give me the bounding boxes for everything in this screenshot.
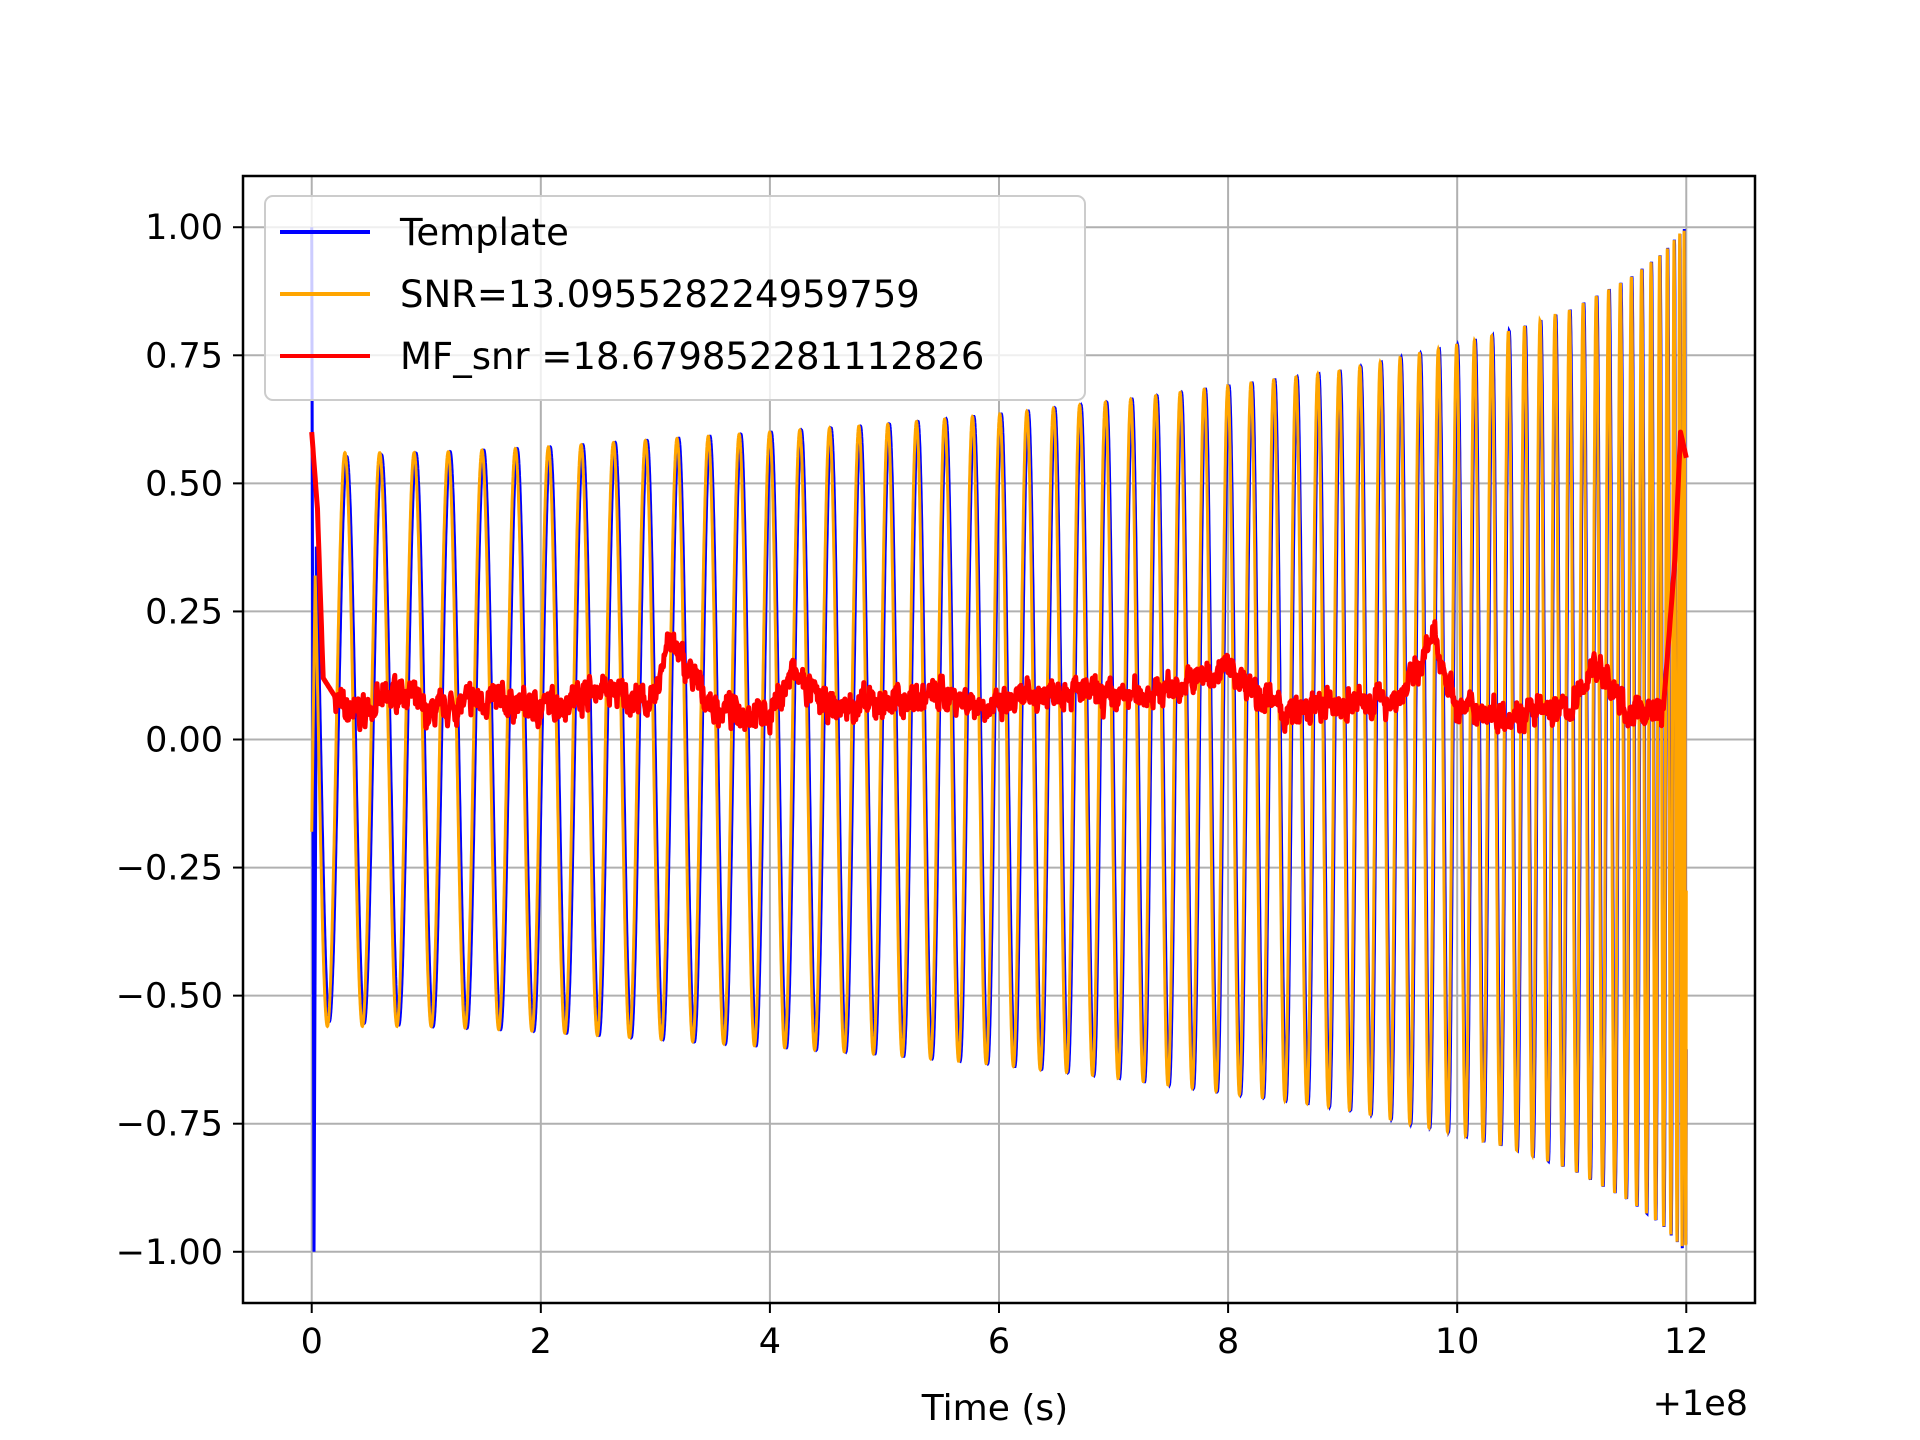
x-tick-label: 8 [1217,1322,1239,1362]
x-tick-label: 2 [530,1322,552,1362]
x-tick-label: 4 [759,1322,781,1362]
x-axis-label: Time (s) [921,1388,1068,1429]
series-mf-snr-line [309,429,1689,736]
x-tick-label: 10 [1435,1322,1480,1362]
x-axis-offset-label: +1e8 [1653,1384,1748,1424]
legend-box [264,195,1086,401]
ticks: 0 2 4 6 8 10 12 1.00 0.75 0.50 0.25 0.00 −0.25 −0.50 −… [116,208,1709,1362]
series-layer [309,227,1689,1252]
legend-label: Template [399,211,569,254]
series-snr-line [310,230,1688,1247]
y-tick-label: 0.75 [145,336,223,376]
y-tick-label: 0.50 [145,464,223,504]
y-tick-label: −0.25 [116,849,223,889]
x-tick-label: 0 [301,1322,323,1362]
legend-label: MF_snr =18.679852281112826 [400,335,984,378]
legend-label: SNR=13.095528224959759 [400,273,920,316]
x-tick-label: 6 [988,1322,1010,1362]
legend: Template SNR=13.095528224959759 MF_snr =18… [264,195,1086,401]
x-tick-label: 12 [1664,1322,1709,1362]
y-tick-label: 0.00 [145,721,223,761]
y-tick-label: −0.75 [116,1105,223,1145]
y-tick-label: −0.50 [116,977,223,1017]
y-tick-label: 0.25 [145,592,223,632]
y-tick-label: −1.00 [116,1233,223,1273]
y-tick-label: 1.00 [145,208,223,248]
